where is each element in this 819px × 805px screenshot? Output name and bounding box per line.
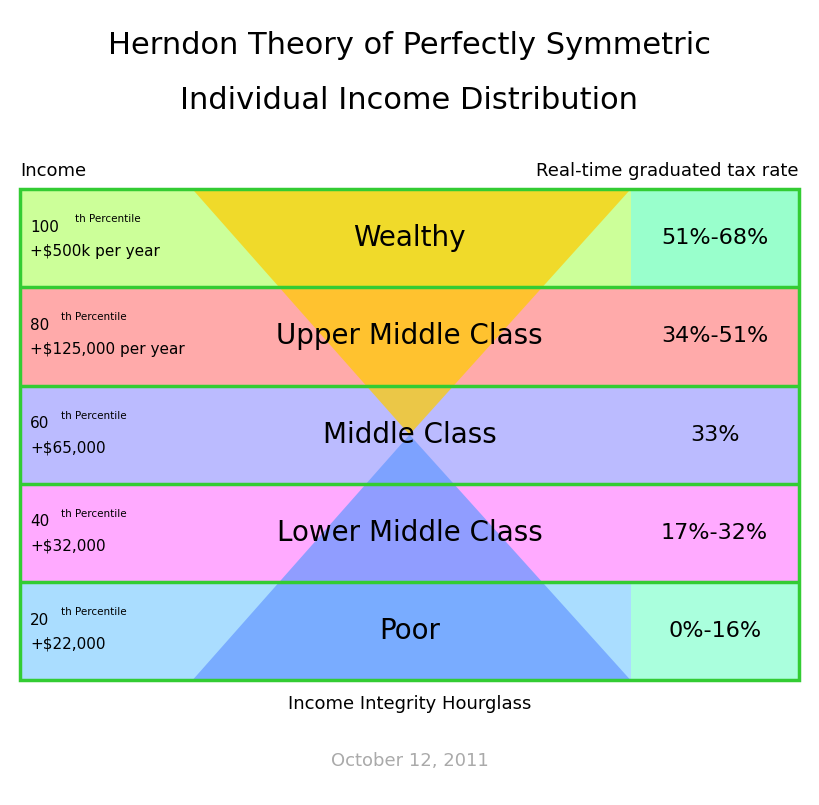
Text: 0%-16%: 0%-16% [668, 621, 761, 641]
Text: 34%-51%: 34%-51% [661, 327, 768, 346]
Bar [20, 386, 631, 484]
Bar [20, 189, 631, 287]
Text: Individual Income Distribution: Individual Income Distribution [180, 86, 639, 115]
Text: 33%: 33% [690, 425, 740, 444]
Text: th Percentile: th Percentile [75, 214, 140, 224]
Text: th Percentile: th Percentile [61, 411, 126, 420]
Text: Herndon Theory of Perfectly Symmetric: Herndon Theory of Perfectly Symmetric [108, 31, 711, 60]
Bar [631, 189, 799, 287]
Text: th Percentile: th Percentile [61, 607, 126, 617]
Text: Wealthy: Wealthy [353, 225, 466, 252]
Bar [20, 287, 631, 386]
Text: 80: 80 [30, 318, 50, 333]
Text: Lower Middle Class: Lower Middle Class [277, 519, 542, 547]
Polygon shape [192, 435, 631, 680]
Text: 40: 40 [30, 514, 50, 530]
Text: 60: 60 [30, 416, 50, 431]
Text: 100: 100 [30, 220, 59, 235]
Text: Real-time graduated tax rate: Real-time graduated tax rate [536, 162, 799, 180]
Text: th Percentile: th Percentile [61, 312, 126, 322]
Text: Upper Middle Class: Upper Middle Class [276, 323, 543, 350]
Text: 20: 20 [30, 613, 50, 628]
Text: Middle Class: Middle Class [323, 421, 496, 448]
Bar [20, 582, 631, 680]
Bar [631, 484, 799, 582]
Text: +$22,000: +$22,000 [30, 637, 106, 652]
Text: 17%-32%: 17%-32% [661, 523, 768, 543]
Text: +$500k per year: +$500k per year [30, 244, 161, 259]
Bar [631, 582, 799, 680]
Text: th Percentile: th Percentile [61, 509, 126, 518]
Bar [20, 484, 631, 582]
Bar [631, 287, 799, 386]
Text: 51%-68%: 51%-68% [661, 229, 768, 248]
Text: +$32,000: +$32,000 [30, 539, 106, 554]
Bar [20, 189, 799, 680]
Polygon shape [192, 189, 631, 435]
Text: +$65,000: +$65,000 [30, 440, 106, 456]
Text: Poor: Poor [379, 617, 440, 645]
Text: October 12, 2011: October 12, 2011 [331, 752, 488, 770]
Text: +$125,000 per year: +$125,000 per year [30, 342, 185, 357]
Text: Income: Income [20, 162, 87, 180]
Text: Income Integrity Hourglass: Income Integrity Hourglass [287, 695, 532, 712]
Bar [631, 386, 799, 484]
